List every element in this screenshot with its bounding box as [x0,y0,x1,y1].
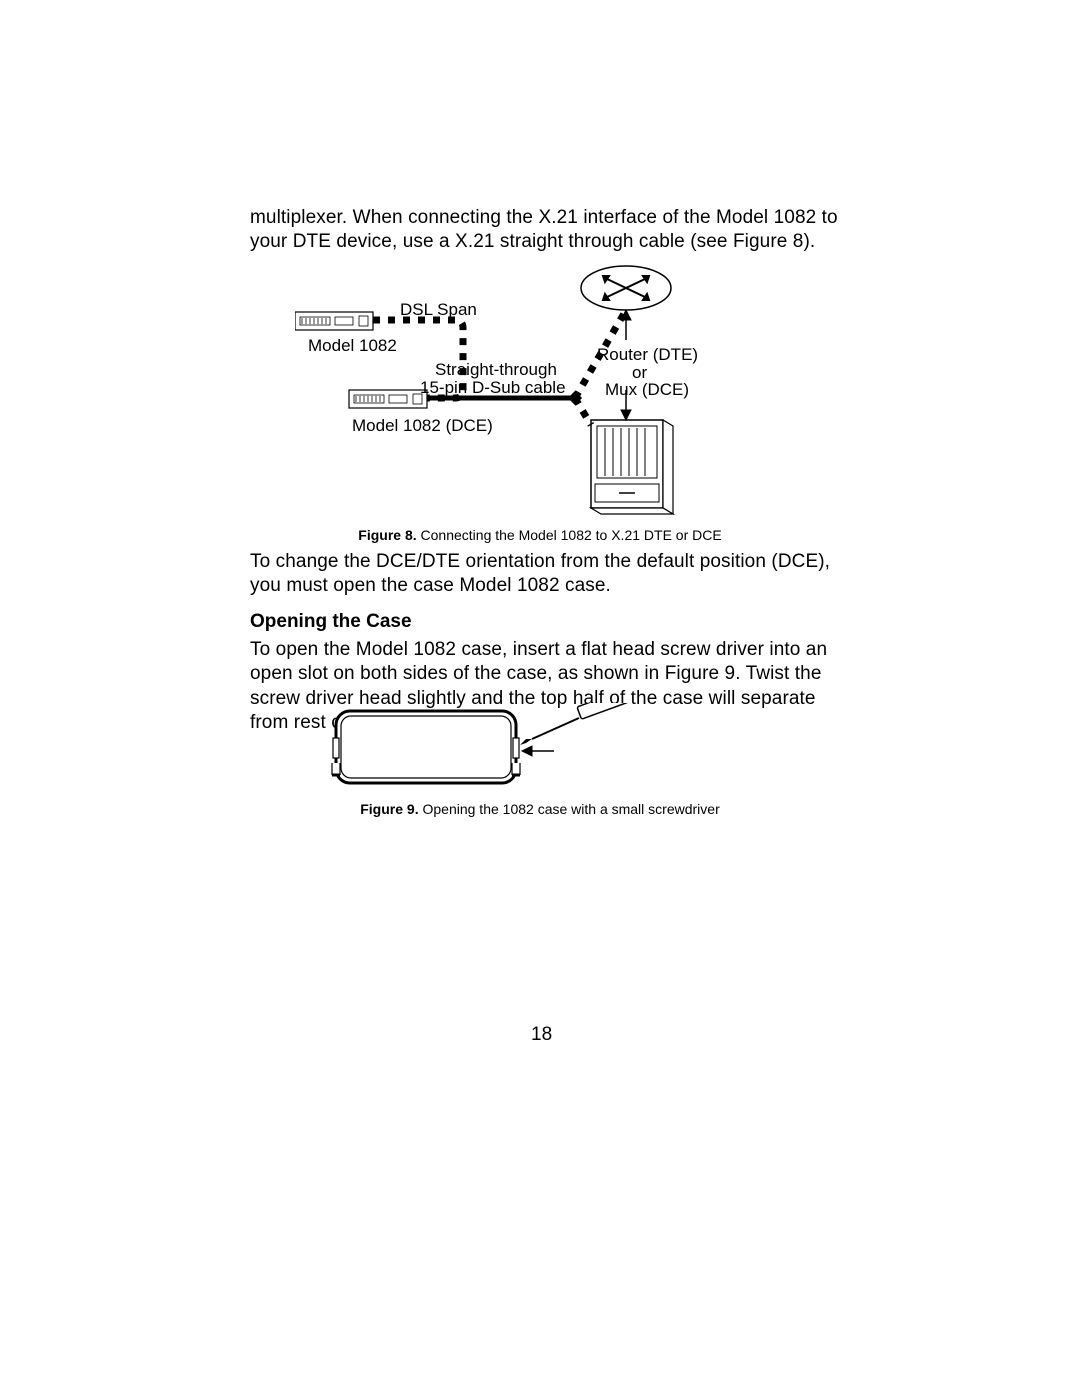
mux-icon [591,420,673,514]
page: multiplexer. When connecting the X.21 in… [0,0,1080,1397]
label-router1: Router (DTE) [597,345,698,365]
screwdriver-icon [520,703,628,745]
page-number: 18 [531,1024,552,1046]
dashed-to-mux [575,398,591,425]
intro-paragraph: multiplexer. When connecting the X.21 in… [250,206,850,255]
case-outer [336,711,516,783]
model-1082-top-icon [295,312,373,330]
router-icon [581,266,671,310]
figure-9 [330,703,630,793]
label-model-left: Model 1082 [308,336,397,356]
label-router3: Mux (DCE) [605,380,689,400]
label-cable2: 15-pin D-Sub cable [420,378,566,398]
arrow-to-slot [522,746,554,756]
opening-heading: Opening the Case [250,611,412,633]
model-1082-bottom-icon [349,390,427,408]
label-model-right: Model 1082 (DCE) [352,416,493,436]
case-slot-right [513,738,519,758]
figure-8-caption: Figure 8. Connecting the Model 1082 to X… [0,527,1080,543]
after-fig8-paragraph: To change the DCE/DTE orientation from t… [250,550,850,599]
label-dsl-span: DSL Span [400,300,477,320]
figure-9-caption: Figure 9. Opening the 1082 case with a s… [0,801,1080,817]
case-slot-left [333,738,339,758]
